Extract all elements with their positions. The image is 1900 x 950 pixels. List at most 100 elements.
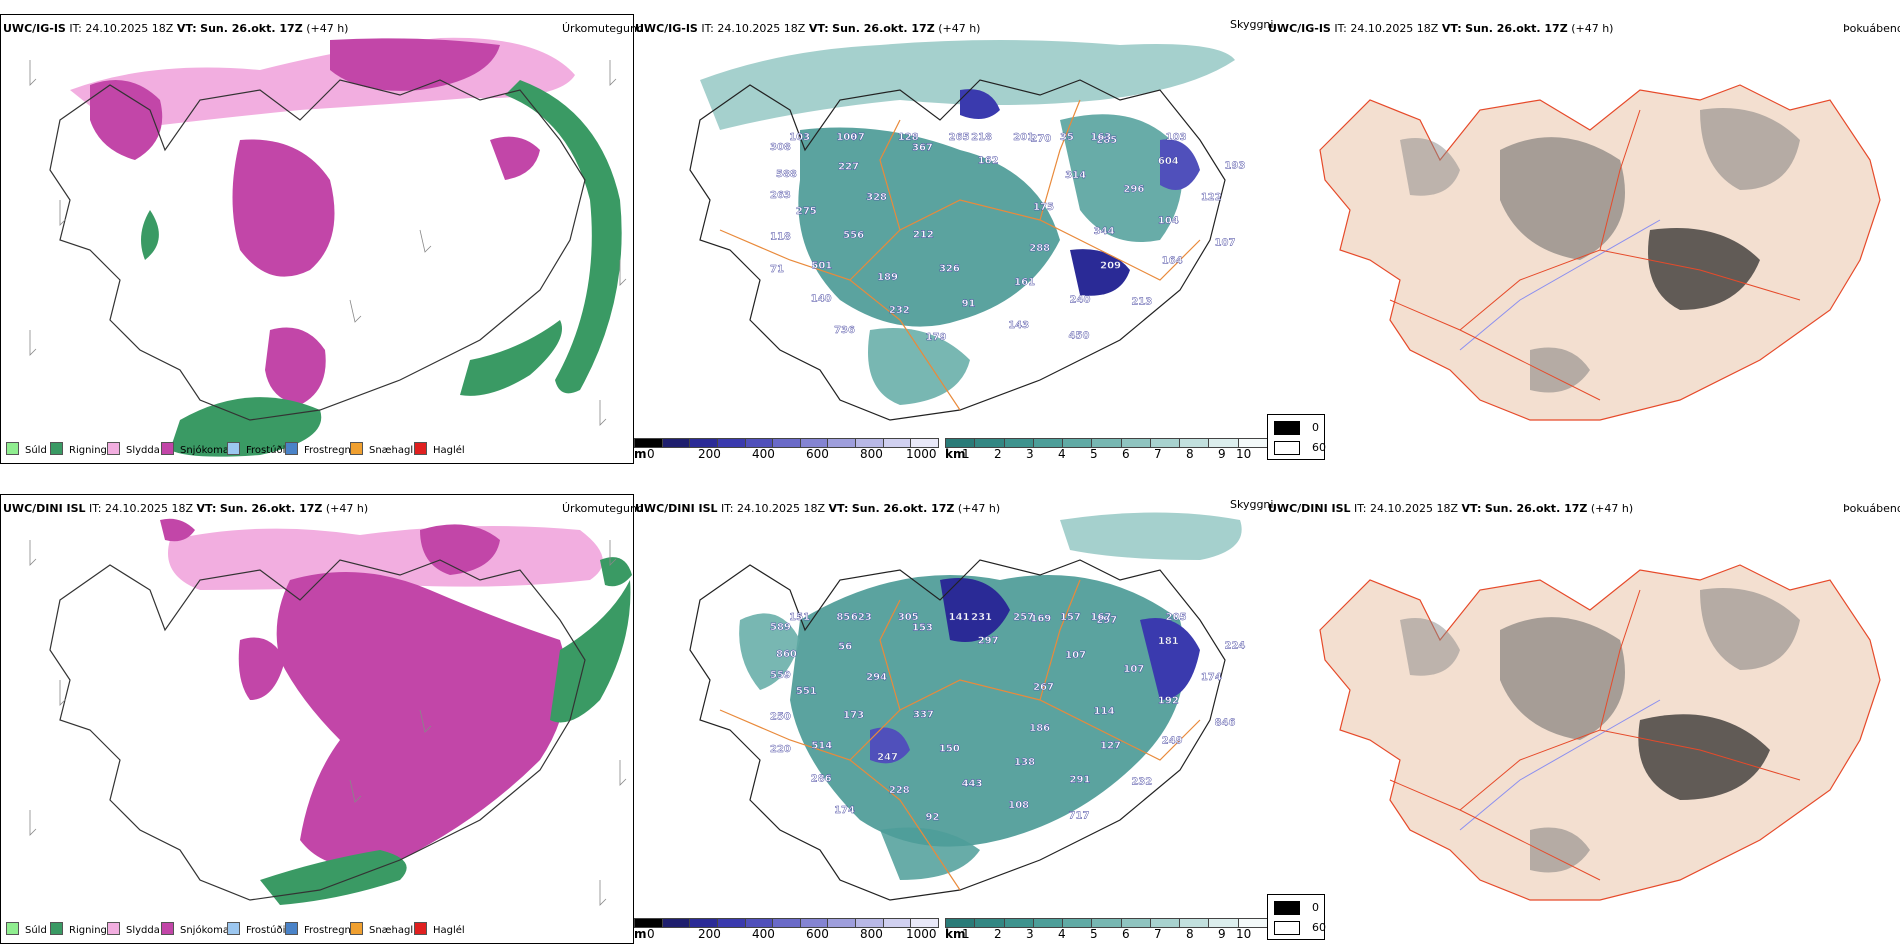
cloudbase-tick: 600 (806, 927, 829, 941)
legend-item: Slydda (107, 442, 160, 456)
legend-item: Haglél (414, 442, 465, 456)
cloudbase-label: 736 (834, 325, 855, 336)
colorbar-segment (1179, 918, 1210, 928)
road-network (1389, 109, 1801, 401)
cloudbase-label: 122 (1201, 192, 1222, 203)
fog-shade (1648, 228, 1760, 310)
legend-swatch (50, 922, 63, 935)
header-row1-fog: UWC/IG-IS IT: 24.10.2025 18Z VT: Sun. 26… (1268, 22, 1614, 35)
cloudbase-label: 846 (1215, 718, 1236, 729)
legend-swatch (227, 442, 240, 455)
cloudbase-label: 250 (770, 712, 791, 723)
cloudbase-label: 450 (1069, 331, 1090, 342)
road-network (719, 99, 1201, 411)
legend-item: Snæhagl (350, 922, 413, 936)
visibility-tick: 2 (994, 447, 1002, 461)
fog-legend-row2: 0 60 (1267, 894, 1326, 940)
legend-swatch (107, 442, 120, 455)
visibility-tick: 7 (1154, 927, 1162, 941)
cloudbase-label: 588 (776, 169, 797, 180)
cloudbase-label: 189 (877, 272, 898, 283)
cloudbase-label: 559 (770, 670, 791, 681)
fog-shade (1638, 714, 1770, 800)
fog-legend-swatch (1274, 901, 1300, 915)
cloudbase-label: 326 (939, 263, 960, 274)
cloud-panel-title-row1: Skyggni (1230, 18, 1274, 31)
visibility-tick: 1 (962, 447, 970, 461)
cloudbase-label: 104 (1158, 215, 1179, 226)
cloudbase-area (960, 89, 1000, 119)
cloudbase-label: 173 (843, 710, 864, 721)
cloudbase-label: 257 (1013, 612, 1034, 623)
visibility-area (700, 40, 1235, 130)
fog-panel-title-row2: Þokuábendi (1843, 502, 1900, 515)
cloudbase-label: 138 (1014, 757, 1035, 768)
visibility-area (868, 328, 970, 405)
cloudbase-label: 162 (978, 155, 999, 166)
precip-panel-title-row2: Úrkomutegund (562, 502, 644, 515)
cloudbase-tick: 200 (698, 927, 721, 941)
cloudbase-tick: 800 (860, 927, 883, 941)
cloudbase-label: 56 (838, 641, 852, 652)
cloudbase-label: 107 (1215, 238, 1236, 249)
fog-shade (1530, 347, 1590, 393)
cloudbase-label: 308 (770, 142, 791, 153)
cloudbase-tick: 1000 (906, 927, 937, 941)
legend-item: Frostregn (285, 442, 351, 456)
cloudbase-label: 35 (1060, 132, 1074, 143)
legend-item: Frostúði (227, 442, 285, 456)
visibility-tick: 6 (1122, 447, 1130, 461)
legend-swatch (161, 442, 174, 455)
cloudbase-tick: 0 (647, 447, 655, 461)
fog-legend-label: 0 (1312, 901, 1319, 914)
legend-swatch (107, 922, 120, 935)
visibility-area (739, 613, 800, 690)
header-row1-cloud: UWC/IG-IS IT: 24.10.2025 18Z VT: Sun. 26… (635, 22, 981, 35)
colorbar-segment (1179, 438, 1210, 448)
cloudbase-label: 128 (898, 132, 919, 143)
colorbar-segment (1062, 438, 1093, 448)
cloudbase-label: 314 (1065, 170, 1086, 181)
fog-legend-label: 60 (1312, 921, 1326, 934)
cloudbase-label: 174 (834, 805, 855, 816)
fog-shade (1500, 137, 1625, 260)
colorbar-segment (827, 438, 857, 448)
cloudbase-label: 224 (1225, 640, 1246, 651)
cloudbase-label: 265 (949, 132, 970, 143)
iceland-outline (689, 79, 1226, 421)
cloudbase-label: 337 (913, 710, 934, 721)
cloudbase-label: 267 (1033, 682, 1054, 693)
cloudbase-area (1070, 249, 1130, 296)
visibility-tick: 5 (1090, 927, 1098, 941)
cloudbase-colorbar-row1 (634, 438, 939, 448)
cloudbase-label: 151 (789, 612, 810, 623)
cloudbase-area (1140, 618, 1200, 700)
visibility-colorbar-row2 (945, 918, 1268, 928)
cloudbase-tick: 600 (806, 447, 829, 461)
visibility-tick: 10 (1236, 927, 1252, 941)
cloudbase-label: 143 (1008, 320, 1029, 331)
cloudbase-label: 263 (770, 190, 791, 201)
fog-legend-swatch (1274, 441, 1300, 455)
cloud-panel-title-row2: Skyggni (1230, 498, 1274, 511)
visibility-tick: 8 (1186, 927, 1194, 941)
fog-shade (1700, 588, 1800, 670)
legend-swatch (6, 922, 19, 935)
cloudbase-label: 231 (971, 612, 992, 623)
legend-item: Snæhagl (350, 442, 413, 456)
cloudbase-label: 291 (1070, 774, 1091, 785)
cloudbase-label: 367 (912, 143, 933, 154)
cloudbase-label: 232 (1131, 776, 1152, 787)
legend-swatch (50, 442, 63, 455)
cloudbase-label: 118 (770, 232, 791, 243)
iceland-fill (1319, 84, 1881, 421)
colorbar-segment (1062, 918, 1093, 928)
cloudbase-tick: 200 (698, 447, 721, 461)
cloudbase-label: 163 (1090, 132, 1111, 143)
cloudbase-label: 501 (811, 261, 832, 272)
cloudbase-label: 201 (1013, 132, 1034, 143)
cloudbase-label: 92 (926, 812, 940, 823)
precip-panel-row2 (0, 494, 634, 944)
cloudbase-label: 108 (1008, 800, 1029, 811)
colorbar-segment (827, 918, 857, 928)
